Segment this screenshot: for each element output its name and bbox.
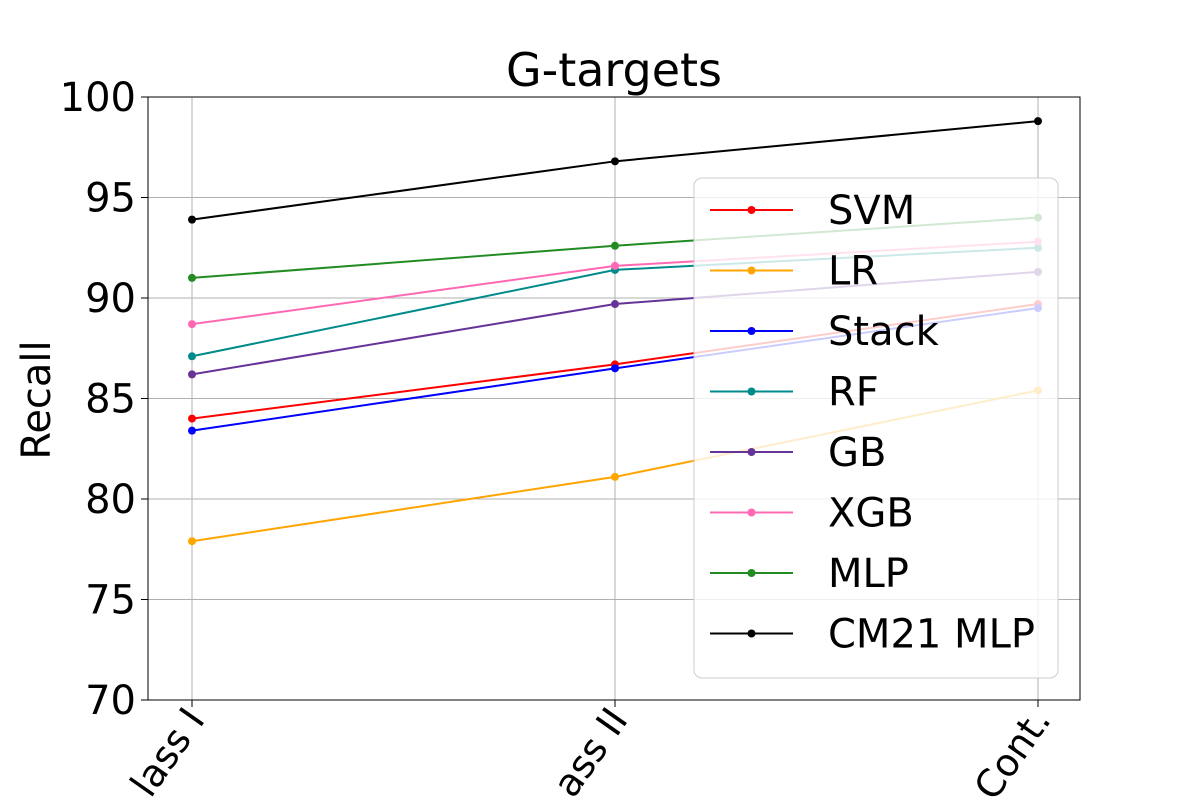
point: [188, 370, 196, 379]
point: [611, 261, 619, 270]
point: [611, 300, 619, 309]
x-tick-label: ass II: [544, 700, 636, 800]
legend-label: MLP: [828, 551, 909, 597]
point: [188, 320, 196, 329]
point: [611, 364, 619, 373]
legend-marker: [747, 387, 756, 396]
legend-label: XGB: [828, 491, 914, 537]
legend-label: GB: [828, 430, 886, 476]
y-tick-label: 90: [85, 276, 136, 322]
legend-marker: [747, 206, 756, 214]
y-tick-label: 85: [85, 377, 136, 423]
legend-marker: [747, 569, 756, 577]
point: [188, 426, 196, 435]
point: [188, 215, 196, 224]
x-tick-label: Cont.: [965, 700, 1059, 800]
legend-marker: [747, 629, 756, 638]
y-tick-label: 70: [85, 678, 136, 724]
legend-marker: [747, 266, 756, 275]
point: [188, 537, 196, 546]
legend-label: CM21 MLP: [828, 612, 1035, 658]
plot-frame: [147, 96, 1081, 701]
legend-marker: [747, 508, 756, 517]
point: [611, 157, 619, 166]
legend-label: LR: [828, 249, 878, 295]
legend-label: RF: [828, 370, 879, 416]
point: [188, 352, 196, 361]
y-tick-label: 95: [85, 176, 136, 222]
point: [611, 472, 619, 481]
y-tick-label: 100: [60, 75, 136, 121]
legend-label: Stack: [828, 309, 940, 355]
legend-marker: [747, 327, 756, 335]
point: [188, 273, 196, 282]
point: [611, 241, 619, 250]
legend-marker: [747, 448, 756, 456]
y-tick-label: 80: [85, 477, 136, 523]
y-tick-label: 75: [85, 578, 136, 624]
point: [188, 414, 196, 423]
y-axis-label: Recall: [14, 340, 60, 459]
chart-title: G-targets: [506, 43, 722, 97]
legend-box: [693, 177, 1059, 679]
point: [1034, 117, 1042, 126]
legend-label: SVM: [828, 188, 915, 234]
